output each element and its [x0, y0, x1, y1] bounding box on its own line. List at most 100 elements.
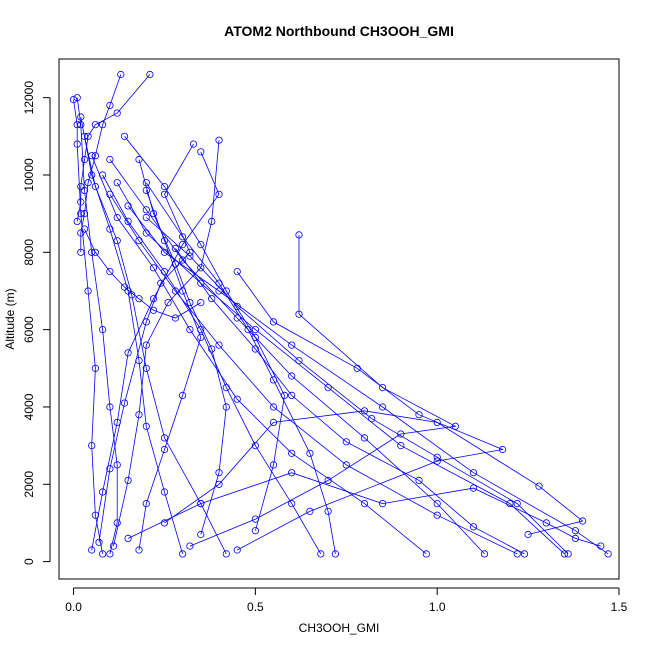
data-point: [88, 152, 96, 160]
data-point: [120, 399, 129, 407]
data-point: [469, 469, 478, 477]
data-point: [80, 155, 89, 164]
data-point: [368, 414, 376, 423]
series-line: [91, 155, 427, 555]
data-point: [142, 499, 150, 508]
data-point: [120, 283, 129, 291]
series-line: [73, 99, 103, 554]
data-point: [433, 457, 441, 465]
data-point: [146, 70, 154, 79]
series-line: [189, 234, 457, 547]
data-point: [124, 287, 132, 295]
data-point: [186, 252, 194, 260]
data-point: [186, 298, 194, 307]
data-point: [106, 465, 114, 473]
data-point: [197, 241, 205, 249]
data-point: [171, 260, 179, 268]
data-point: [269, 403, 278, 411]
data-point: [160, 488, 169, 496]
data-point: [520, 550, 529, 558]
series-line: [102, 174, 322, 555]
data-point: [73, 140, 81, 148]
series-line: [138, 159, 227, 535]
x-tick-label: 1.0: [429, 600, 446, 614]
data-point: [422, 550, 430, 558]
data-point: [597, 542, 605, 550]
data-point: [84, 132, 92, 140]
data-point: [124, 476, 132, 484]
data-point: [360, 499, 369, 508]
data-point: [295, 356, 303, 365]
data-point: [84, 287, 92, 295]
data-point: [106, 101, 114, 110]
x-axis: 0.0 0.5 1.0 1.5: [65, 587, 628, 614]
series-line: [109, 194, 518, 555]
data-point: [331, 550, 339, 558]
data-point: [142, 213, 150, 222]
series-layer: [69, 70, 612, 558]
data-point: [179, 550, 187, 558]
y-tick-label: 12000: [22, 81, 36, 115]
data-point: [251, 527, 259, 535]
series-line: [98, 143, 194, 543]
data-point: [324, 383, 332, 392]
data-point: [157, 279, 165, 287]
data-point: [179, 241, 187, 249]
data-point: [77, 113, 85, 121]
data-point: [113, 213, 121, 222]
data-point: [342, 461, 350, 469]
data-point: [80, 186, 89, 194]
data-point: [124, 534, 132, 543]
series-line: [124, 136, 285, 531]
data-point: [113, 109, 121, 117]
data-point: [142, 341, 150, 349]
data-point: [99, 325, 107, 334]
data-point: [117, 70, 125, 79]
data-point: [269, 418, 278, 426]
data-point: [179, 256, 187, 264]
data-point: [77, 210, 85, 218]
data-point: [360, 434, 369, 442]
series-line: [84, 136, 227, 555]
data-point: [480, 550, 489, 558]
series-line: [138, 190, 202, 551]
y-axis-label: Altitude (m): [3, 288, 17, 349]
data-point: [77, 183, 85, 191]
data-point: [135, 295, 143, 303]
data-point: [233, 302, 241, 310]
series-line: [84, 228, 202, 319]
data-point: [378, 383, 387, 392]
data-point: [186, 248, 194, 256]
series-line: [175, 248, 525, 555]
y-tick-label: 0: [22, 558, 36, 565]
data-point: [142, 206, 150, 214]
data-point: [269, 318, 278, 326]
data-point: [88, 546, 96, 554]
data-point: [186, 325, 194, 334]
data-point: [571, 527, 580, 535]
data-point: [469, 484, 478, 492]
data-point: [208, 217, 216, 225]
data-point: [378, 499, 387, 508]
data-point: [135, 546, 143, 554]
data-point: [142, 422, 150, 430]
y-tick-label: 10000: [22, 158, 36, 192]
data-point: [397, 441, 405, 450]
series-line: [146, 217, 569, 555]
data-point: [171, 314, 179, 322]
data-point: [535, 482, 543, 490]
data-point: [251, 345, 259, 353]
data-point: [88, 248, 96, 256]
data-point: [469, 523, 478, 531]
y-tick-label: 4000: [22, 393, 36, 420]
x-tick-label: 0.5: [247, 600, 264, 614]
data-point: [295, 231, 303, 239]
data-point: [295, 310, 303, 318]
data-point: [164, 298, 172, 307]
data-point: [171, 244, 179, 252]
data-point: [233, 546, 241, 554]
data-point: [288, 391, 296, 399]
data-point: [215, 341, 223, 349]
data-point: [73, 217, 81, 225]
data-point: [91, 152, 100, 160]
